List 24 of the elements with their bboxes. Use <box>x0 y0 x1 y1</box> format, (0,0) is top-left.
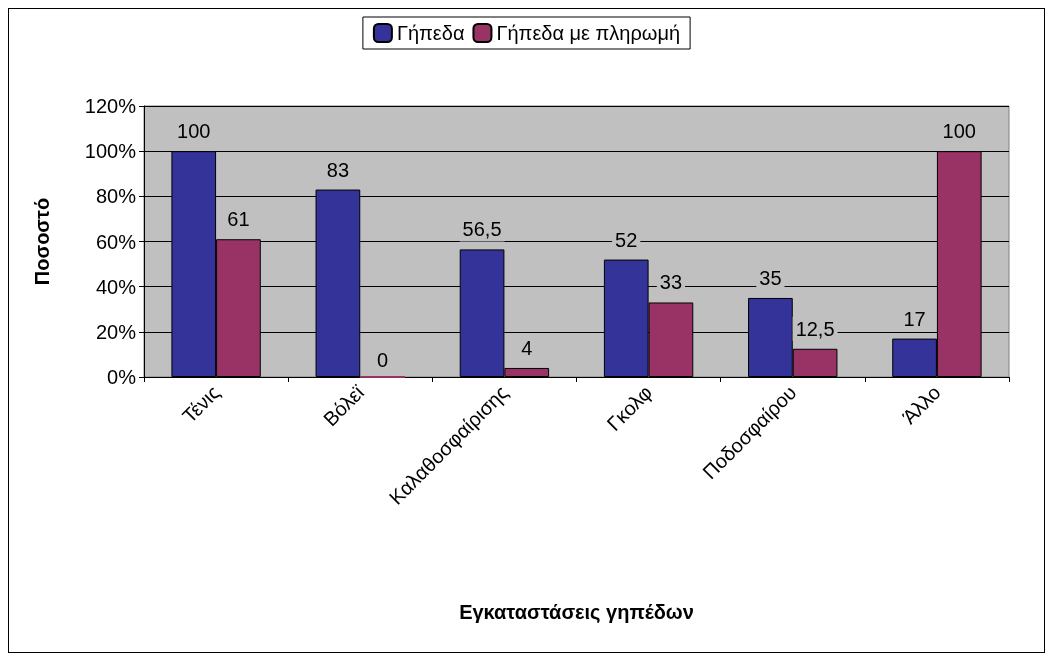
data-label: 33 <box>659 271 683 294</box>
data-label: 83 <box>326 158 350 181</box>
y-tick-label: 100% <box>84 140 137 163</box>
data-label: 12,5 <box>795 317 835 340</box>
x-axis-title: Εγκαταστάσεις γηπέδων <box>459 601 694 623</box>
legend-label: Γήπεδα <box>396 22 465 44</box>
data-label: 4 <box>521 336 533 359</box>
y-tick-label: 80% <box>95 185 137 208</box>
y-tick-label: 20% <box>95 320 137 343</box>
data-label: 61 <box>227 208 250 231</box>
data-label: 100 <box>177 120 211 143</box>
legend-label: Γήπεδα με πληρωμή <box>496 22 681 44</box>
data-label: 17 <box>903 307 926 330</box>
y-tick-label: 0% <box>107 366 137 388</box>
data-label: 56,5 <box>462 218 502 241</box>
x-tick-label: Τένις <box>177 380 225 428</box>
data-label: 52 <box>615 228 638 251</box>
data-label: 0 <box>377 349 389 371</box>
y-tick-label: 120% <box>84 95 137 117</box>
y-axis-title: Ποσοστό <box>31 197 53 286</box>
data-label: 35 <box>759 266 782 289</box>
y-tick-label: 40% <box>95 275 137 298</box>
data-label: 100 <box>942 120 976 143</box>
y-tick-label: 60% <box>95 230 137 253</box>
